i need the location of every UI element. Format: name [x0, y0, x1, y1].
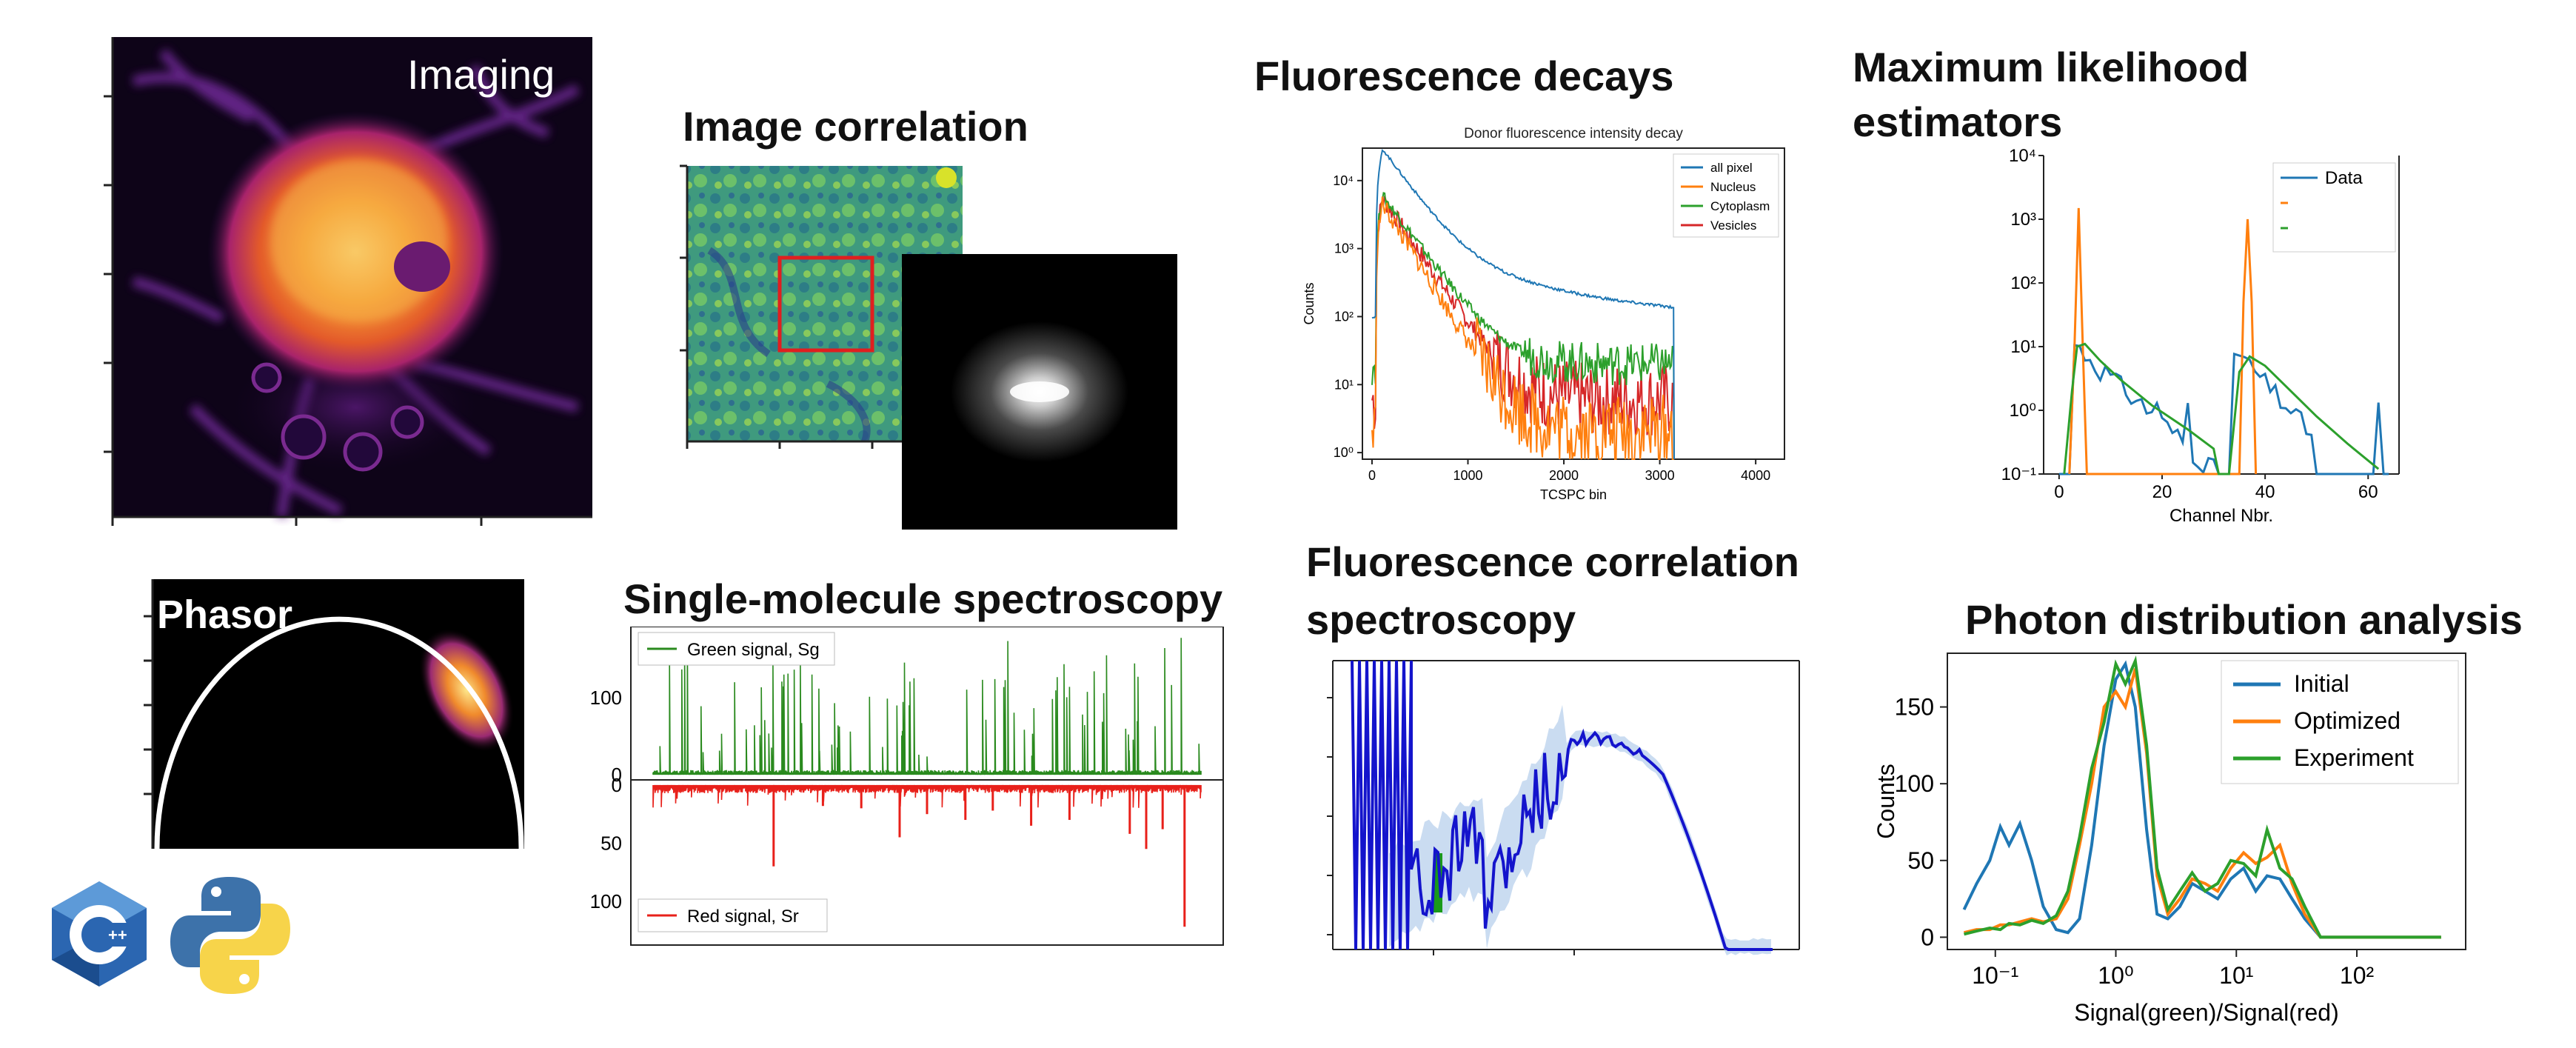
smfs-chart: 100 00 50 100 Green signal, Sg Red signal, Sr: [590, 626, 1224, 946]
cpp-logo: ++: [47, 878, 151, 989]
image-correlation-title: Image correlation: [683, 103, 1028, 150]
mle-ytick-label: 10²: [2010, 273, 2036, 293]
python-logo: [167, 872, 293, 998]
decay-title: Donor fluorescence intensity decay: [1464, 126, 1683, 141]
pda-xlabel: Signal(green)/Signal(red): [2074, 999, 2339, 1026]
smfs-top-ytick-label: 0: [612, 764, 622, 786]
pda-ytick-label: 100: [1895, 770, 1934, 797]
mle-series-green: [2063, 342, 2380, 475]
pda-ytick-label: 0: [1921, 924, 1934, 950]
fcs-curve: [1351, 660, 1773, 951]
decay-frame: [1362, 147, 1785, 460]
imaging-panel: Imaging: [104, 37, 592, 526]
pda-legend-label: Optimized: [2294, 707, 2401, 734]
fcs-title-line1: Fluorescence correlation: [1306, 538, 1800, 585]
mle-series-orange: [2068, 207, 2258, 475]
smfs-top-ytick-label: 100: [590, 687, 622, 709]
mle-xtick-label: 0: [2054, 482, 2064, 502]
mle-legend: Data: [2272, 162, 2396, 253]
decay-legend-label: all pixel: [1710, 161, 1753, 175]
decay-chart: Donor fluorescence intensity decay 0 1000 2…: [1302, 126, 1785, 502]
smfs-legend-green-label: Green signal, Sg: [687, 640, 820, 660]
decay-ytick-label: 10⁰: [1334, 445, 1354, 460]
pda-xtick-label: 10⁰: [2098, 962, 2133, 989]
fcs-chart-panel: [1315, 653, 1804, 964]
decay-xlabel: TCSPC bin: [1540, 487, 1607, 502]
mle-ytick-label: 10⁰: [2010, 401, 2036, 421]
mle-xtick-label: 60: [2358, 482, 2378, 502]
mle-title-line2: estimators: [1853, 99, 2063, 145]
pda-series-initial: [1962, 660, 2441, 939]
smfs-chart-panel: 100 0 0 50 100 Green signal, Sg Red signal, Sr: [586, 626, 1238, 952]
pda-series-experiment: [1964, 655, 2441, 939]
decay-legend: all pixel Nucleus Cytoplasm Vesicles: [1673, 153, 1779, 238]
mle-xlabel: Channel Nbr.: [2169, 506, 2273, 526]
pda-xtick-label: 10²: [2340, 962, 2375, 989]
imaging-micrograph: Imaging: [104, 37, 592, 526]
decay-xtick-label: 3000: [1645, 468, 1675, 483]
mle-legend-label: Data: [2325, 168, 2363, 188]
image-correlation-panel: [680, 161, 1191, 532]
pda-legend-label: Experiment: [2294, 744, 2414, 771]
smfs-title: Single-molecule spectroscopy: [623, 575, 1223, 622]
smfs-bottom-ytick-label: 50: [600, 832, 622, 854]
mle-ytick-label: 10⁻¹: [2001, 464, 2036, 484]
pda-ytick-label: 50: [1907, 847, 1934, 874]
decay-ytick-label: 10²: [1334, 309, 1354, 324]
pda-legend: Initial Optimized Experiment: [2221, 660, 2459, 784]
pda-xtick-label: 10⁻¹: [1972, 962, 2018, 989]
mle-ytick-label: 10⁴: [2009, 146, 2036, 166]
decay-xtick-label: 1000: [1453, 468, 1482, 483]
phasor-plot: Phasor: [144, 579, 524, 850]
mle-xtick-label: 20: [2152, 482, 2172, 502]
decay-chart-panel: Donor fluorescence intensity decay 0 1000 2…: [1288, 119, 1807, 518]
smfs-green-trace: [652, 633, 1202, 775]
smfs-legend-red: Red signal, Sr: [638, 898, 828, 932]
pda-chart: 10⁻¹ 10⁰ 10¹ 10² 0 50 100 150 Signal(green)/Sign…: [1873, 653, 2466, 1026]
svg-text:++: ++: [108, 926, 127, 944]
phasor-panel: Phasor: [141, 579, 533, 853]
pda-title: Photon distribution analysis: [1965, 596, 2523, 643]
smfs-legend-red-label: Red signal, Sr: [687, 907, 799, 927]
smfs-bottom-ytick-label: 100: [590, 890, 622, 912]
imaging-label: Imaging: [407, 51, 555, 98]
pda-legend-label: Initial: [2294, 670, 2349, 697]
decay-ytick-label: 10¹: [1334, 377, 1354, 392]
decay-series-group: [1371, 149, 1675, 460]
fcs-chart: [1327, 660, 1800, 955]
decay-legend-label: Cytoplasm: [1710, 199, 1770, 213]
pda-ytick-label: 150: [1895, 694, 1934, 721]
decay-series-cytoplasm: [1371, 192, 1675, 460]
decay-ytick-label: 10³: [1334, 241, 1354, 256]
decay-legend-label: Vesicles: [1710, 218, 1756, 233]
decay-legend-label: Nucleus: [1710, 180, 1756, 194]
pda-frame: [1947, 653, 2466, 950]
mle-chart: 0 20 40 60 10⁻¹ 10⁰ 10¹ 10² 10³ 10⁴ Channel Nbr. Da…: [2001, 146, 2400, 526]
mle-series-data: [2058, 344, 2389, 475]
smfs-frame: [630, 626, 1224, 946]
mle-title-line1: Maximum likelihood: [1853, 44, 2249, 90]
mle-xtick-label: 40: [2255, 482, 2275, 502]
pda-chart-panel: 10⁻¹ 10⁰ 10¹ 10² 0 50 100 150 Signal(green)/Sign…: [1866, 646, 2503, 1031]
pda-ylabel: Counts: [1873, 764, 1899, 838]
smfs-legend-green: Green signal, Sg: [638, 632, 835, 666]
pda-xtick-label: 10¹: [2219, 962, 2253, 989]
smfs-bottom-ytick-label: 0: [612, 774, 622, 796]
fluorescence-decays-title: Fluorescence decays: [1254, 53, 1674, 99]
fcs-title-line2: spectroscopy: [1306, 596, 1576, 643]
universal-circle: [154, 616, 524, 850]
decay-series-all-pixel: [1371, 149, 1675, 460]
mle-ytick-label: 10³: [2010, 210, 2036, 230]
mle-ytick-label: 10¹: [2010, 337, 2036, 357]
decay-xtick-label: 0: [1368, 468, 1376, 483]
mle-chart-panel: 0 20 40 60 10⁻¹ 10⁰ 10¹ 10² 10³ 10⁴ Channel Nbr. Da…: [1984, 145, 2421, 538]
decay-ylabel: Counts: [1302, 282, 1317, 324]
decay-xtick-label: 2000: [1549, 468, 1579, 483]
decay-xtick-label: 4000: [1741, 468, 1770, 483]
decay-series-nucleus: [1371, 196, 1674, 460]
phasor-label: Phasor: [157, 593, 292, 637]
decay-ytick-label: 10⁴: [1333, 173, 1354, 188]
roi-box: [777, 256, 874, 353]
